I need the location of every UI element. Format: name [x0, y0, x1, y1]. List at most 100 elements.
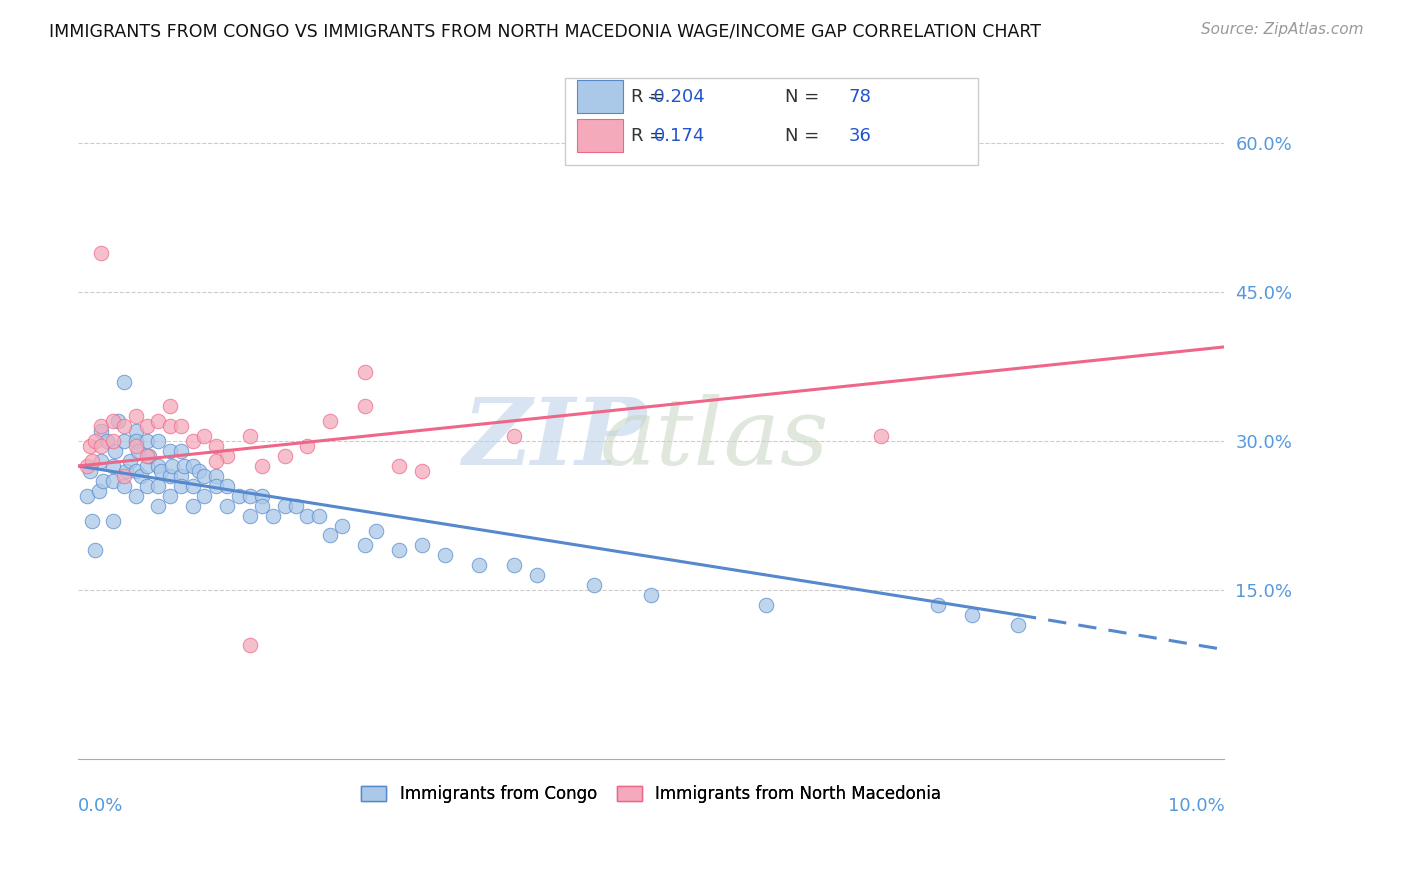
Point — [319, 414, 342, 428]
Point — [217, 479, 239, 493]
Text: R =: R = — [631, 127, 669, 145]
Point — [112, 434, 135, 449]
Point — [84, 434, 107, 449]
Point — [239, 638, 262, 652]
Point — [76, 489, 98, 503]
Point — [285, 499, 308, 513]
Point — [80, 514, 103, 528]
Point — [181, 479, 204, 493]
Point — [115, 464, 138, 478]
Point — [90, 419, 112, 434]
Point — [112, 419, 135, 434]
Point — [87, 483, 110, 498]
Point — [193, 489, 215, 503]
Point — [79, 439, 101, 453]
Point — [148, 499, 170, 513]
Point — [159, 444, 181, 458]
Point — [411, 464, 433, 478]
Point — [502, 429, 524, 443]
Point — [173, 458, 195, 473]
Text: atlas: atlas — [599, 394, 830, 484]
Point — [101, 474, 124, 488]
Point — [181, 434, 204, 449]
Text: 0.174: 0.174 — [654, 127, 706, 145]
Point — [170, 469, 193, 483]
Point — [297, 439, 319, 453]
Point — [127, 444, 149, 458]
Point — [112, 469, 135, 483]
Point — [434, 549, 457, 563]
Point — [93, 474, 115, 488]
Point — [388, 543, 411, 558]
Point — [170, 444, 193, 458]
Point — [502, 558, 524, 573]
Point — [80, 454, 103, 468]
Point — [239, 508, 262, 523]
Point — [159, 469, 181, 483]
Point — [468, 558, 491, 573]
Point — [526, 568, 548, 582]
Point — [90, 439, 112, 453]
Point — [136, 434, 159, 449]
Point — [250, 489, 273, 503]
Point — [131, 469, 153, 483]
Point — [124, 439, 146, 453]
Point — [353, 538, 375, 552]
Point — [193, 429, 215, 443]
Point — [101, 414, 124, 428]
Point — [170, 419, 193, 434]
Text: -0.204: -0.204 — [647, 87, 706, 106]
Point — [149, 464, 172, 478]
Point — [250, 499, 273, 513]
Point — [927, 598, 949, 612]
Text: IMMIGRANTS FROM CONGO VS IMMIGRANTS FROM NORTH MACEDONIA WAGE/INCOME GAP CORRELA: IMMIGRANTS FROM CONGO VS IMMIGRANTS FROM… — [49, 22, 1042, 40]
FancyBboxPatch shape — [576, 119, 623, 153]
Point — [960, 607, 983, 622]
Point — [159, 489, 181, 503]
Point — [148, 434, 170, 449]
Point — [159, 400, 181, 414]
Legend: Immigrants from Congo, Immigrants from North Macedonia: Immigrants from Congo, Immigrants from N… — [354, 778, 948, 810]
Point — [90, 454, 112, 468]
Point — [136, 458, 159, 473]
Point — [136, 479, 159, 493]
Point — [204, 469, 226, 483]
FancyBboxPatch shape — [576, 80, 623, 113]
Point — [353, 400, 375, 414]
Point — [273, 499, 295, 513]
Point — [181, 499, 204, 513]
Point — [101, 458, 124, 473]
Point — [353, 365, 375, 379]
Point — [640, 588, 662, 602]
Point — [1007, 617, 1029, 632]
Point — [90, 245, 112, 260]
Point — [124, 489, 146, 503]
Point — [136, 449, 159, 463]
Text: 78: 78 — [848, 87, 872, 106]
Point — [84, 543, 107, 558]
Point — [239, 429, 262, 443]
Point — [582, 578, 605, 592]
Point — [330, 518, 353, 533]
Point — [104, 444, 127, 458]
Point — [308, 508, 330, 523]
Point — [366, 524, 388, 538]
Point — [162, 458, 184, 473]
Point — [319, 528, 342, 542]
Point — [262, 508, 284, 523]
Point — [148, 414, 170, 428]
Point — [159, 419, 181, 434]
Point — [187, 464, 209, 478]
Point — [217, 449, 239, 463]
Point — [250, 458, 273, 473]
Point — [124, 434, 146, 449]
Point — [101, 514, 124, 528]
Point — [124, 424, 146, 438]
Point — [273, 449, 295, 463]
Point — [148, 458, 170, 473]
Point — [170, 479, 193, 493]
Point — [204, 454, 226, 468]
Point — [239, 489, 262, 503]
Point — [217, 499, 239, 513]
Text: ZIP: ZIP — [461, 394, 645, 484]
